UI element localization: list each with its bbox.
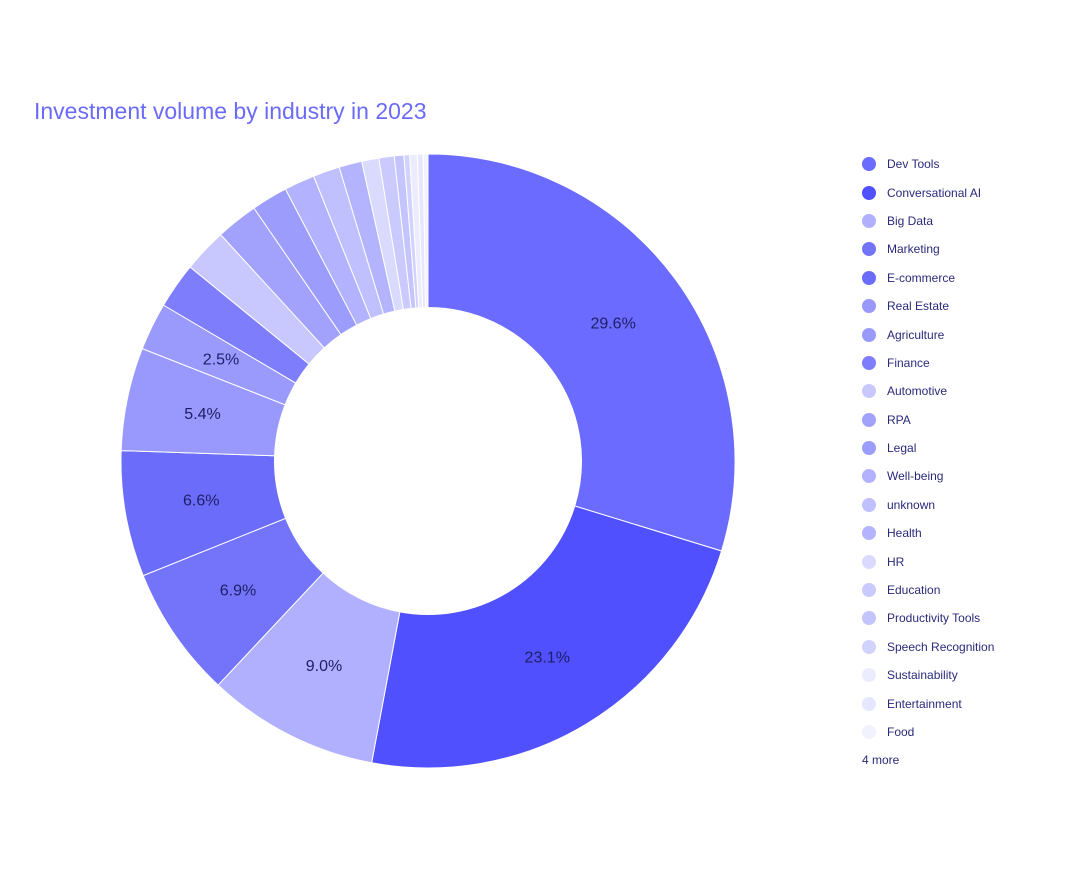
legend-item-education[interactable]: Education: [862, 576, 1062, 604]
legend-swatch-icon: [862, 213, 876, 228]
legend-item-well-being[interactable]: Well-being: [862, 462, 1062, 490]
legend-swatch-icon: [862, 185, 876, 200]
legend-swatch-icon: [862, 696, 876, 711]
legend-swatch-icon: [862, 611, 876, 626]
legend-label: Education: [887, 583, 941, 598]
legend-item-food[interactable]: Food: [862, 718, 1062, 746]
legend-label: Productivity Tools: [887, 611, 981, 626]
slice-label-real-estate: 5.4%: [184, 406, 220, 423]
legend-label: Entertainment: [887, 696, 962, 711]
legend-item-legal[interactable]: Legal: [862, 434, 1062, 462]
legend-label: HR: [887, 554, 905, 569]
legend-swatch-icon: [862, 497, 876, 512]
legend-label: Real Estate: [887, 299, 950, 314]
legend-item-sustainability[interactable]: Sustainability: [862, 661, 1062, 689]
legend-swatch-icon: [862, 725, 876, 739]
slice-label-big-data: 9.0%: [306, 658, 342, 675]
legend-item-e-commerce[interactable]: E-commerce: [862, 264, 1062, 292]
legend-label: Conversational AI: [887, 185, 982, 200]
legend-label: Agriculture: [887, 327, 945, 342]
legend-label: Marketing: [887, 242, 940, 257]
slice-label-e-commerce: 6.6%: [183, 492, 219, 509]
legend-item-real-estate[interactable]: Real Estate: [862, 292, 1062, 320]
legend-item-big-data[interactable]: Big Data: [862, 207, 1062, 235]
slice-label-agriculture: 2.5%: [203, 352, 239, 369]
legend-item-rpa[interactable]: RPA: [862, 406, 1062, 434]
legend-label: Legal: [887, 441, 917, 456]
legend-label: Big Data: [887, 213, 934, 228]
chart-title: Investment volume by industry in 2023: [34, 98, 427, 124]
legend-swatch-icon: [862, 639, 876, 654]
legend-label: Dev Tools: [887, 157, 940, 172]
legend-label: unknown: [887, 497, 936, 512]
legend-swatch-icon: [862, 469, 876, 484]
slice-dev-tools[interactable]: [427, 153, 736, 552]
legend-item-productivity-tools[interactable]: Productivity Tools: [862, 604, 1062, 632]
slice-food[interactable]: [422, 153, 429, 309]
legend-label: Finance: [887, 355, 930, 370]
legend-swatch-icon: [862, 668, 876, 683]
legend-swatch-icon: [862, 441, 876, 456]
slice-label-dev-tools: 29.6%: [590, 316, 635, 333]
legend-item-conversational-ai[interactable]: Conversational AI: [862, 178, 1062, 206]
legend-item-dev-tools[interactable]: Dev Tools: [862, 150, 1062, 178]
legend-item-speech-recognition[interactable]: Speech Recognition: [862, 633, 1062, 661]
legend-label: Food: [887, 725, 915, 739]
legend-swatch-icon: [862, 299, 876, 314]
legend-swatch-icon: [862, 412, 876, 427]
legend-swatch-icon: [862, 554, 876, 569]
legend: Dev Tools Conversational AI Big Data Market…: [862, 150, 1062, 774]
slice-label-marketing: 6.9%: [220, 583, 256, 600]
legend-label: RPA: [887, 412, 911, 427]
legend-swatch-icon: [862, 355, 876, 370]
legend-item-marketing[interactable]: Marketing: [862, 235, 1062, 263]
legend-label: Automotive: [887, 384, 948, 399]
legend-label: Health: [887, 526, 922, 541]
slice-labels-group: 29.6% 23.1% 9.0% 6.9% 6.6% 5.4% 2.5%: [183, 316, 636, 675]
slice-conversational-ai[interactable]: [371, 505, 723, 769]
legend-swatch-icon: [862, 157, 876, 172]
legend-label: Speech Recognition: [887, 639, 995, 654]
legend-label: E-commerce: [887, 270, 956, 285]
slice-label-conversational-ai: 23.1%: [525, 649, 570, 666]
legend-item-unknown[interactable]: unknown: [862, 491, 1062, 519]
legend-item-hr[interactable]: HR: [862, 547, 1062, 575]
legend-label: Sustainability: [887, 668, 958, 683]
legend-swatch-icon: [862, 327, 876, 342]
legend-swatch-icon: [862, 384, 876, 399]
legend-item-finance[interactable]: Finance: [862, 349, 1062, 377]
legend-swatch-icon: [862, 526, 876, 541]
legend-more-link[interactable]: 4 more: [862, 753, 900, 768]
slices-group: [120, 153, 736, 769]
legend-swatch-icon: [862, 270, 876, 285]
legend-swatch-icon: [862, 583, 876, 598]
legend-item-agriculture[interactable]: Agriculture: [862, 320, 1062, 348]
legend-swatch-icon: [862, 242, 876, 257]
legend-label: Well-being: [887, 469, 944, 484]
legend-item-health[interactable]: Health: [862, 519, 1062, 547]
legend-item-entertainment[interactable]: Entertainment: [862, 689, 1062, 717]
legend-item-automotive[interactable]: Automotive: [862, 377, 1062, 405]
